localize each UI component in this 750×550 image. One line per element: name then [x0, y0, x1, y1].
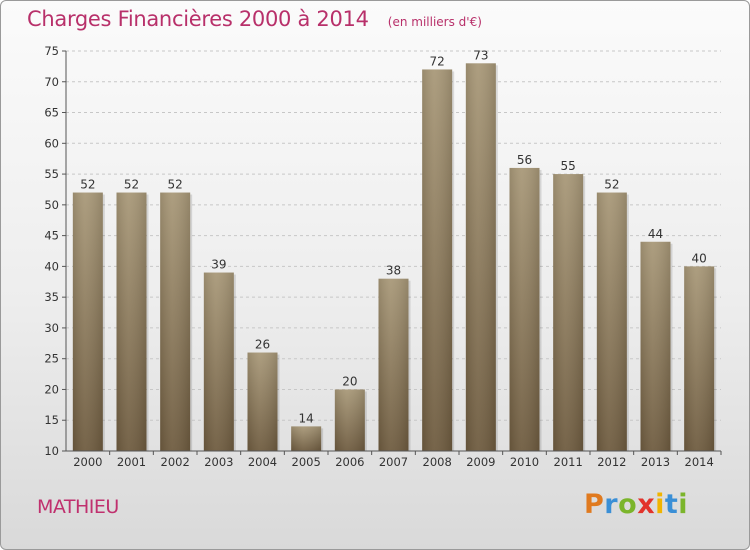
bar-shade: [509, 167, 540, 451]
bar-shade: [116, 192, 147, 452]
x-tick-label: 2012: [597, 455, 626, 469]
bar-shade: [553, 174, 584, 452]
y-tick-label: 15: [44, 413, 59, 427]
y-tick-label: 55: [44, 167, 59, 181]
data-label: 26: [255, 338, 270, 352]
logo-letter: x: [637, 489, 656, 520]
y-tick-label: 25: [44, 352, 59, 366]
logo-letter: o: [618, 489, 638, 520]
y-tick-label: 70: [44, 75, 59, 89]
bar-shade: [72, 192, 103, 452]
data-label: 52: [604, 178, 619, 192]
bar-shade: [334, 389, 365, 451]
x-tick-label: 2001: [117, 455, 146, 469]
data-label: 44: [648, 227, 663, 241]
x-tick-label: 2010: [510, 455, 539, 469]
chart-subtitle: (en milliers d'€): [387, 15, 482, 29]
x-tick-label: 2009: [466, 455, 495, 469]
bar-shade: [684, 266, 715, 451]
x-tick-label: 2007: [379, 455, 408, 469]
data-label: 52: [168, 178, 183, 192]
y-tick-label: 20: [44, 382, 59, 396]
logo-letter: P: [584, 489, 605, 520]
data-label: 55: [561, 159, 576, 173]
logo-letter: i: [678, 489, 689, 520]
y-tick-label: 60: [44, 136, 59, 150]
y-tick-label: 75: [44, 44, 59, 58]
bar-shade: [291, 426, 322, 451]
x-tick-label: 2008: [423, 455, 452, 469]
bar-shade: [640, 241, 671, 451]
bar-shade: [160, 192, 191, 452]
data-label: 14: [299, 411, 314, 425]
y-tick-label: 65: [44, 106, 59, 120]
x-tick-label: 2014: [685, 455, 714, 469]
x-tick-label: 2004: [248, 455, 277, 469]
y-tick-label: 10: [44, 444, 59, 458]
data-label: 56: [517, 153, 532, 167]
y-tick-label: 35: [44, 290, 59, 304]
data-label: 52: [80, 178, 95, 192]
data-label: 73: [473, 48, 488, 62]
bar-shade: [378, 278, 409, 451]
logo-letter: i: [655, 489, 665, 520]
y-tick-label: 30: [44, 321, 59, 335]
x-tick-label: 2005: [292, 455, 321, 469]
data-label: 38: [386, 264, 401, 278]
commune-name: MATHIEU: [37, 496, 119, 518]
proxiti-logo: Proxiti: [584, 489, 688, 520]
bar-shade: [422, 69, 453, 451]
bar-shade: [203, 272, 234, 451]
x-tick-label: 2002: [161, 455, 190, 469]
title-row: Charges Financières 2000 à 2014 (en mill…: [27, 7, 482, 31]
data-label: 40: [692, 251, 707, 265]
axis-layer: 10 15 20 25 30 35 40 45 50 55 60 65 70 75 2000 2001 2002…: [44, 44, 722, 469]
bar-shade: [596, 192, 627, 452]
x-tick-label: 2006: [335, 455, 364, 469]
x-tick-label: 2013: [641, 455, 670, 469]
logo-letter: r: [604, 489, 619, 520]
chart-title: Charges Financières 2000 à 2014: [27, 7, 369, 31]
data-label: 52: [124, 178, 139, 192]
x-tick-label: 2011: [554, 455, 583, 469]
logo-letter: t: [664, 489, 679, 520]
x-tick-label: 2000: [73, 455, 102, 469]
y-tick-label: 45: [44, 229, 59, 243]
y-tick-label: 50: [44, 198, 59, 212]
bar-shade: [465, 63, 496, 452]
data-label: 72: [430, 54, 445, 68]
x-tick-label: 2003: [204, 455, 233, 469]
data-label: 20: [342, 374, 357, 388]
data-label: 39: [211, 258, 226, 272]
bar-layer: 52 52 52 39 26 14 20 38 72 73 56 55 52 44 40: [72, 48, 717, 452]
y-tick-label: 40: [44, 259, 59, 273]
bar-shade: [247, 352, 278, 451]
